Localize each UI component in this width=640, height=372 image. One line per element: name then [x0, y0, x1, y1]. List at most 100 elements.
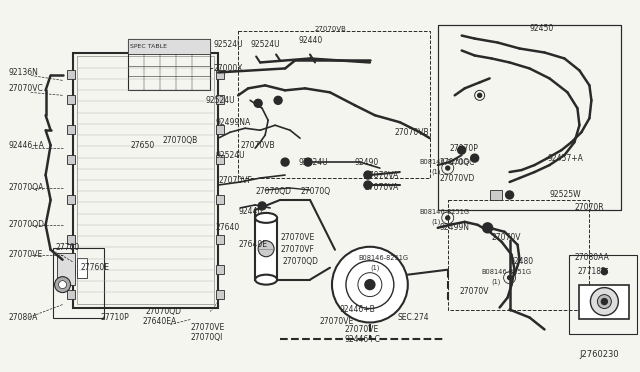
Text: 92480: 92480: [509, 257, 534, 266]
Text: 27000X: 27000X: [213, 64, 243, 73]
Bar: [216, 290, 224, 299]
Text: 27070VE: 27070VE: [345, 325, 379, 334]
Circle shape: [597, 295, 611, 308]
Text: 92446+A: 92446+A: [9, 141, 45, 150]
Bar: [490, 190, 502, 200]
Circle shape: [483, 223, 493, 233]
Circle shape: [591, 288, 618, 315]
Text: 27070VF: 27070VF: [280, 245, 314, 254]
Bar: [216, 265, 224, 274]
Text: B08146-8251G: B08146-8251G: [482, 269, 532, 275]
Text: B08146-8251G: B08146-8251G: [420, 209, 470, 215]
Text: 27640EA: 27640EA: [142, 317, 177, 326]
Bar: [67, 70, 74, 79]
Text: 27080A: 27080A: [9, 313, 38, 322]
Bar: [129, 39, 210, 54]
Text: 27070VB: 27070VB: [314, 26, 346, 32]
Text: (1): (1): [492, 278, 501, 285]
Text: 92457+A: 92457+A: [547, 154, 584, 163]
Text: (1): (1): [432, 219, 441, 225]
Circle shape: [365, 280, 375, 290]
Circle shape: [445, 166, 450, 170]
Text: SPEC TABLE: SPEC TABLE: [131, 44, 168, 49]
Bar: [216, 195, 224, 204]
Text: 27070VF: 27070VF: [218, 176, 252, 185]
Text: 92446: 92446: [238, 208, 262, 217]
Text: 27070QD: 27070QD: [282, 257, 318, 266]
Bar: [216, 155, 224, 164]
Circle shape: [254, 99, 262, 107]
Text: (1): (1): [432, 169, 441, 175]
Text: 27070QD: 27070QD: [255, 187, 291, 196]
Bar: [438, 25, 621, 210]
Bar: [216, 235, 224, 244]
Circle shape: [54, 277, 70, 293]
Text: 92499NA: 92499NA: [215, 118, 250, 127]
Text: 92446+B: 92446+B: [340, 305, 376, 314]
Text: 27070Q: 27070Q: [300, 187, 330, 196]
Bar: [52, 248, 104, 318]
Text: 92136N: 92136N: [9, 68, 38, 77]
Text: 92524U: 92524U: [250, 40, 280, 49]
Text: 27070QB: 27070QB: [163, 136, 198, 145]
Text: 92446+C: 92446+C: [345, 335, 381, 344]
Bar: [67, 235, 74, 244]
Text: 27650: 27650: [131, 141, 155, 150]
Bar: [67, 125, 74, 134]
Ellipse shape: [255, 275, 277, 285]
Bar: [570, 255, 637, 334]
Circle shape: [281, 158, 289, 166]
Text: 92524U: 92524U: [213, 40, 243, 49]
Circle shape: [506, 191, 513, 199]
Bar: [67, 265, 74, 274]
Circle shape: [602, 269, 607, 275]
Bar: [129, 39, 210, 90]
Text: 27070VB: 27070VB: [395, 128, 429, 137]
Circle shape: [304, 158, 312, 166]
Circle shape: [458, 146, 466, 154]
Circle shape: [364, 171, 372, 179]
Text: 27760: 27760: [56, 243, 80, 252]
Bar: [255, 218, 277, 280]
Text: 27070VB: 27070VB: [240, 141, 275, 150]
Text: 27070VD: 27070VD: [440, 173, 475, 183]
Circle shape: [258, 202, 266, 210]
Text: 27070P: 27070P: [450, 144, 479, 153]
Circle shape: [470, 154, 479, 162]
Text: 92525W: 92525W: [550, 190, 581, 199]
Bar: [67, 195, 74, 204]
Text: SEC.274: SEC.274: [398, 313, 429, 322]
Bar: [438, 25, 621, 210]
Circle shape: [59, 280, 67, 289]
Text: 27070QC: 27070QC: [440, 158, 475, 167]
Bar: [67, 290, 74, 299]
Text: 27070VE: 27070VE: [280, 233, 314, 242]
Circle shape: [378, 263, 382, 267]
Text: 92524U: 92524U: [298, 158, 328, 167]
Text: 92524U: 92524U: [205, 96, 235, 105]
Text: 92524U: 92524U: [215, 151, 245, 160]
Text: 92450: 92450: [529, 24, 554, 33]
Circle shape: [274, 96, 282, 104]
Text: J2760230: J2760230: [579, 350, 619, 359]
Circle shape: [364, 181, 372, 189]
Circle shape: [445, 216, 450, 220]
Text: (1): (1): [370, 264, 380, 271]
Text: 27718P: 27718P: [577, 267, 606, 276]
Text: B08146-8251G: B08146-8251G: [420, 159, 470, 165]
Ellipse shape: [255, 213, 277, 223]
Text: 27070QD: 27070QD: [145, 307, 181, 316]
Text: 27070QD: 27070QD: [9, 220, 45, 230]
Text: 27070VE: 27070VE: [9, 250, 43, 259]
Circle shape: [477, 93, 482, 97]
Text: 27070R: 27070R: [575, 203, 604, 212]
Text: 27080AA: 27080AA: [575, 253, 609, 262]
Text: 92490: 92490: [355, 158, 379, 167]
Bar: [56, 253, 74, 285]
Text: 27070V: 27070V: [460, 287, 489, 296]
Bar: [67, 155, 74, 164]
Text: 27070VC: 27070VC: [9, 84, 44, 93]
Text: 27640E: 27640E: [238, 240, 267, 249]
Text: 27070VA: 27070VA: [365, 170, 399, 180]
Text: 27710P: 27710P: [100, 313, 129, 322]
